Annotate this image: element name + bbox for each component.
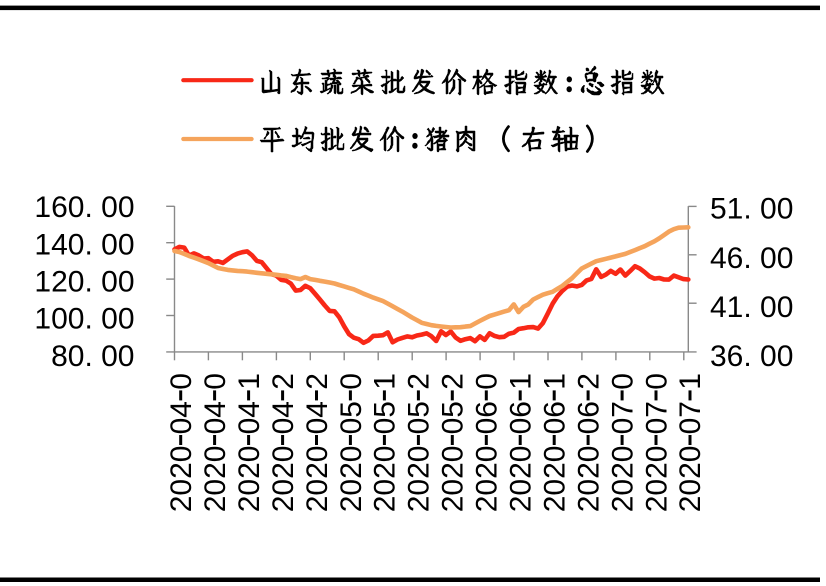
svg-text:07: 07 <box>606 401 639 434</box>
svg-text:120. 00: 120. 00 <box>34 265 134 298</box>
svg-text:04: 04 <box>301 401 334 434</box>
svg-text:05: 05 <box>403 401 436 434</box>
svg-text:1: 1 <box>674 373 707 390</box>
svg-text:04: 04 <box>199 401 232 434</box>
svg-text:80. 00: 80. 00 <box>51 340 134 373</box>
svg-text:06: 06 <box>505 401 538 434</box>
svg-text:05: 05 <box>437 401 470 434</box>
svg-text:2020: 2020 <box>674 446 707 513</box>
svg-text:1: 1 <box>233 373 266 390</box>
svg-text:05: 05 <box>335 401 368 434</box>
svg-text:06: 06 <box>539 401 572 434</box>
svg-text:06: 06 <box>572 401 605 434</box>
svg-text:2: 2 <box>403 373 436 390</box>
svg-text:04: 04 <box>233 401 266 434</box>
svg-text:0: 0 <box>640 373 673 390</box>
svg-text:2: 2 <box>301 373 334 390</box>
svg-text:2020: 2020 <box>640 446 673 513</box>
svg-text:2020: 2020 <box>165 446 198 513</box>
svg-text:04: 04 <box>165 401 198 434</box>
svg-text:1: 1 <box>369 373 402 390</box>
svg-text:2: 2 <box>572 373 605 390</box>
svg-text:2020: 2020 <box>403 446 436 513</box>
svg-text:2020: 2020 <box>335 446 368 513</box>
svg-text:2020: 2020 <box>199 446 232 513</box>
svg-text:2020: 2020 <box>437 446 470 513</box>
svg-text:2020: 2020 <box>267 446 300 513</box>
svg-text:0: 0 <box>165 373 198 390</box>
svg-text:1: 1 <box>505 373 538 390</box>
svg-text:51. 00: 51. 00 <box>710 193 793 226</box>
svg-text:2020: 2020 <box>233 446 266 513</box>
svg-text:07: 07 <box>640 401 673 434</box>
svg-text:2: 2 <box>437 373 470 390</box>
svg-text:140. 00: 140. 00 <box>34 228 134 261</box>
svg-text:04: 04 <box>267 401 300 434</box>
svg-text:0: 0 <box>606 373 639 390</box>
svg-text:0: 0 <box>335 373 368 390</box>
svg-text:2020: 2020 <box>505 446 538 513</box>
svg-text:2020: 2020 <box>572 446 605 513</box>
svg-text:05: 05 <box>369 401 402 434</box>
svg-text:2020: 2020 <box>606 446 639 513</box>
svg-text:0: 0 <box>471 373 504 390</box>
svg-text:41. 00: 41. 00 <box>710 291 793 324</box>
svg-text:46. 00: 46. 00 <box>710 242 793 275</box>
svg-text:2020: 2020 <box>301 446 334 513</box>
svg-text:160. 00: 160. 00 <box>34 191 134 224</box>
svg-text:2020: 2020 <box>471 446 504 513</box>
svg-text:36. 00: 36. 00 <box>710 340 793 373</box>
svg-text:0: 0 <box>199 373 232 390</box>
svg-text:06: 06 <box>471 401 504 434</box>
svg-text:2020: 2020 <box>539 446 572 513</box>
svg-text:07: 07 <box>674 401 707 434</box>
svg-text:100. 00: 100. 00 <box>34 302 134 335</box>
svg-text:2: 2 <box>267 373 300 390</box>
svg-text:2020: 2020 <box>369 446 402 513</box>
svg-text:1: 1 <box>539 373 572 390</box>
